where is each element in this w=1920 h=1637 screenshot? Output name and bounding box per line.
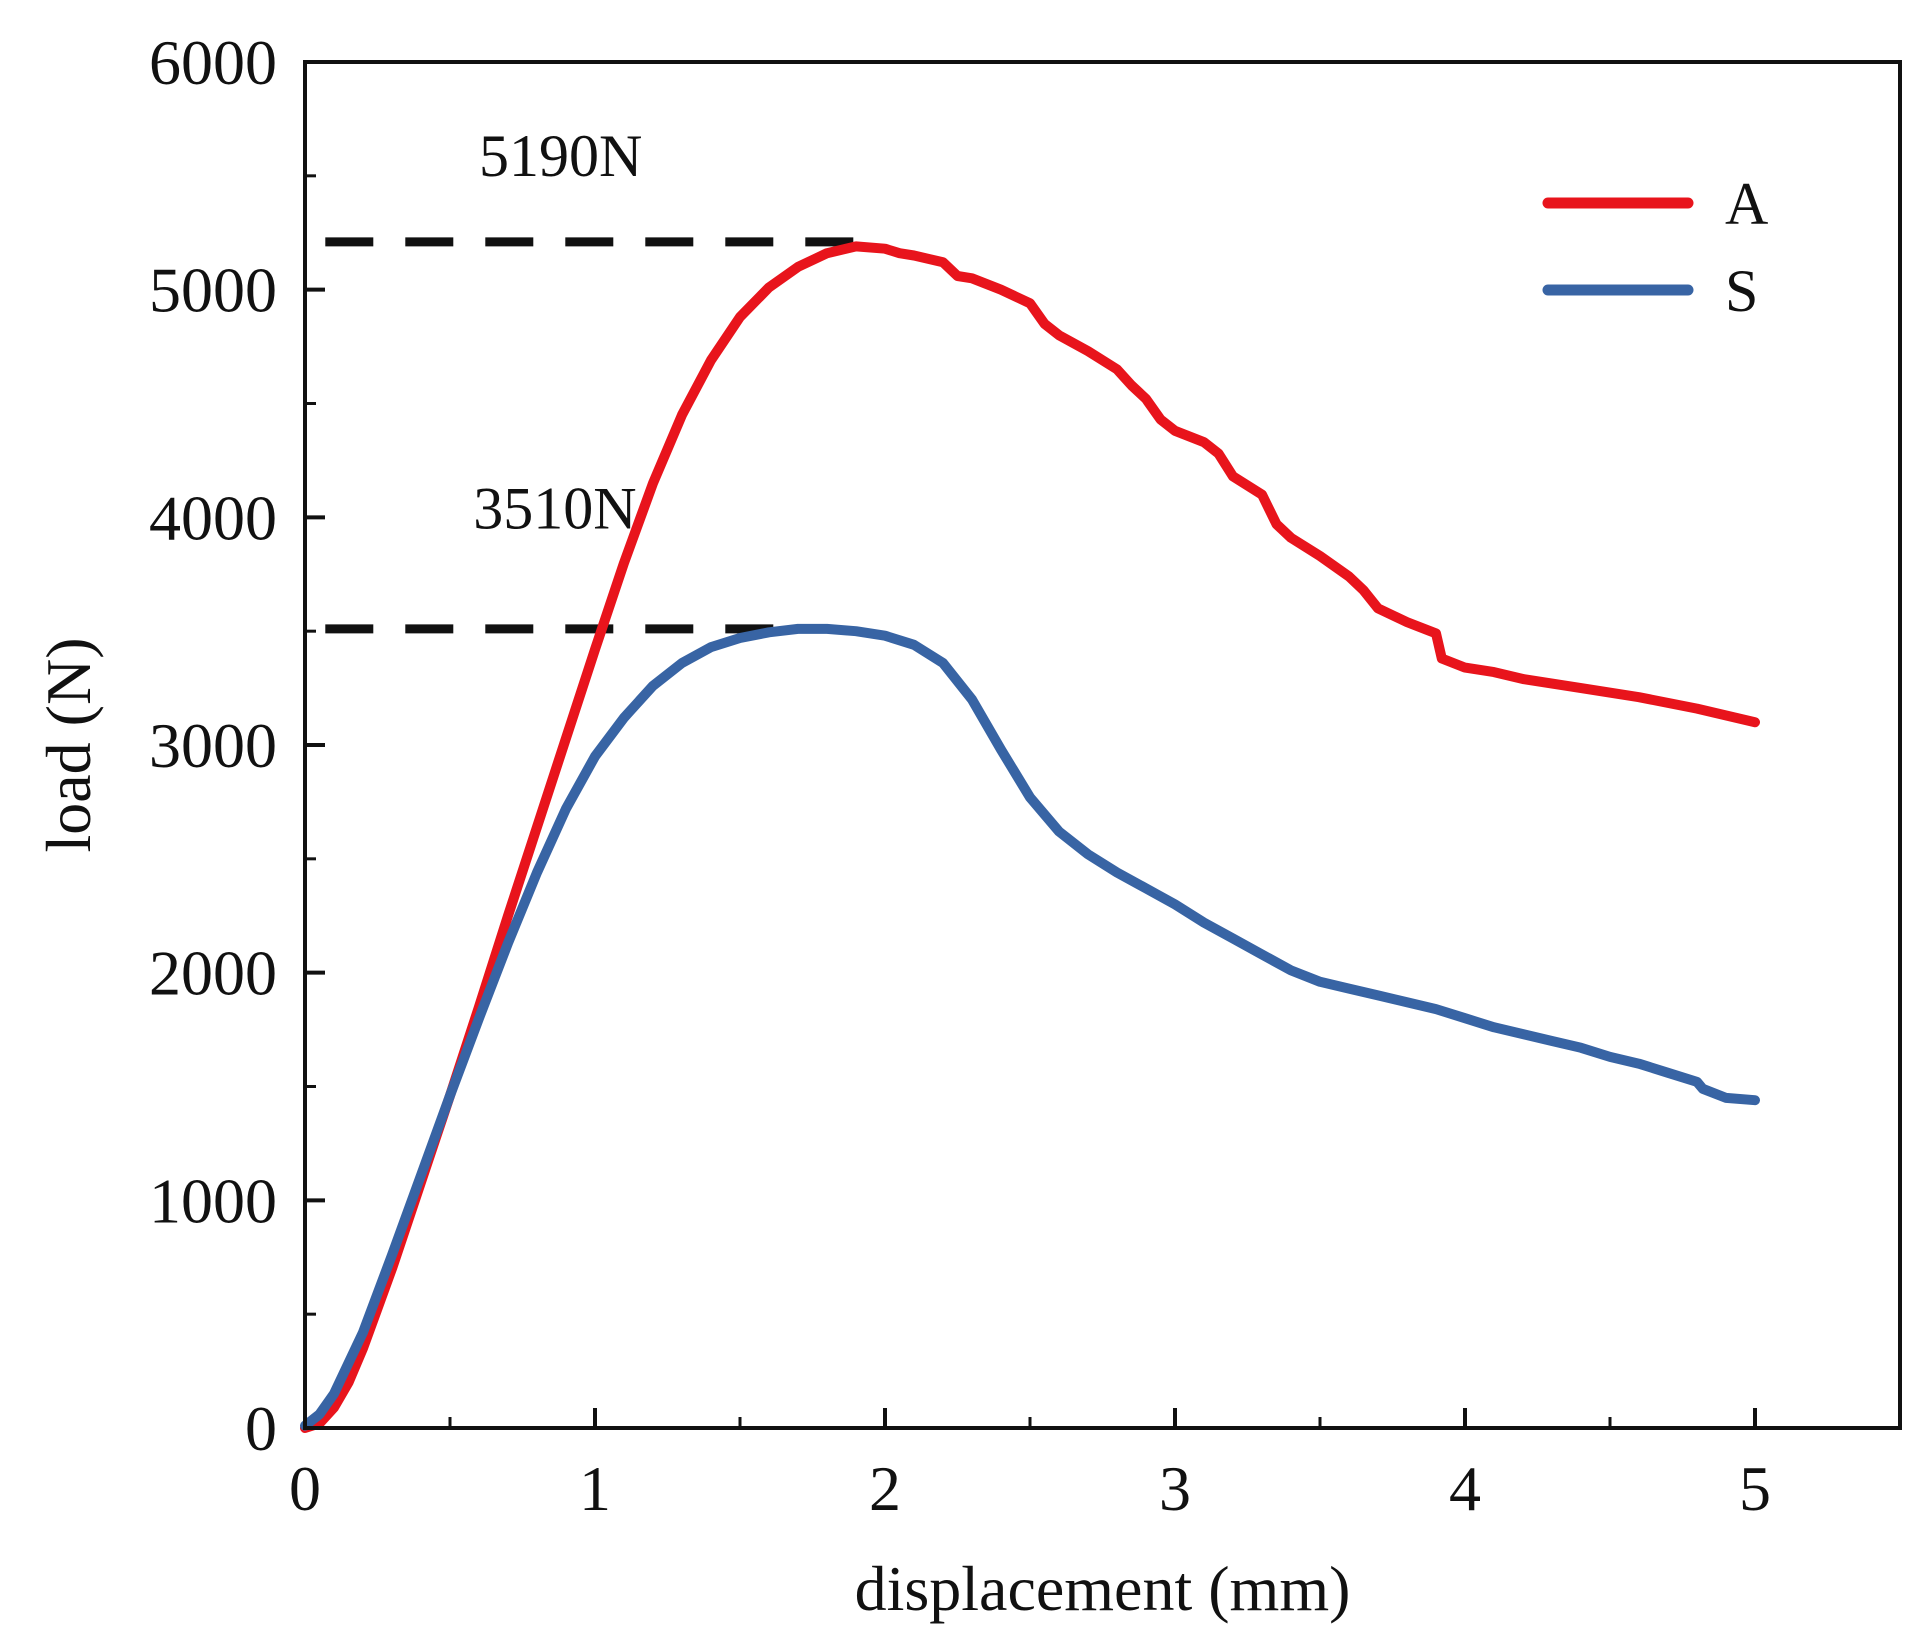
y-tick-label: 1000 [149, 1165, 277, 1236]
x-tick-label: 0 [289, 1453, 321, 1524]
peak-annotation: 5190N [479, 123, 642, 189]
series-line-S [300, 623, 1760, 1431]
peak-annotation: 3510N [473, 476, 636, 542]
y-tick-label: 4000 [149, 482, 277, 553]
y-axis-title: load (N) [33, 637, 104, 852]
x-axis-title: displacement (mm) [855, 1553, 1351, 1624]
plot-frame [303, 60, 1902, 1430]
y-tick-label: 6000 [149, 27, 277, 98]
x-tick-label: 4 [1449, 1453, 1481, 1524]
x-tick-label: 1 [579, 1453, 611, 1524]
y-tick-label: 0 [245, 1393, 277, 1464]
axis-ticks: 0 1 2 3 4 5 0 1000 2000 3000 4000 5000 6000 [149, 27, 1771, 1524]
annotations: 5190N 3510N [473, 123, 642, 542]
legend: AS [1542, 171, 1768, 324]
legend-label-S: S [1725, 258, 1758, 324]
x-tick-label: 2 [869, 1453, 901, 1524]
y-tick-label: 5000 [149, 255, 277, 326]
y-tick-label: 3000 [149, 710, 277, 781]
x-tick-label: 5 [1739, 1453, 1771, 1524]
y-tick-label: 2000 [149, 938, 277, 1009]
reference-lines [325, 237, 885, 634]
series-layer [300, 241, 1760, 1433]
legend-label-A: A [1725, 171, 1768, 237]
series-line-A [300, 241, 1760, 1433]
x-tick-label: 3 [1159, 1453, 1191, 1524]
